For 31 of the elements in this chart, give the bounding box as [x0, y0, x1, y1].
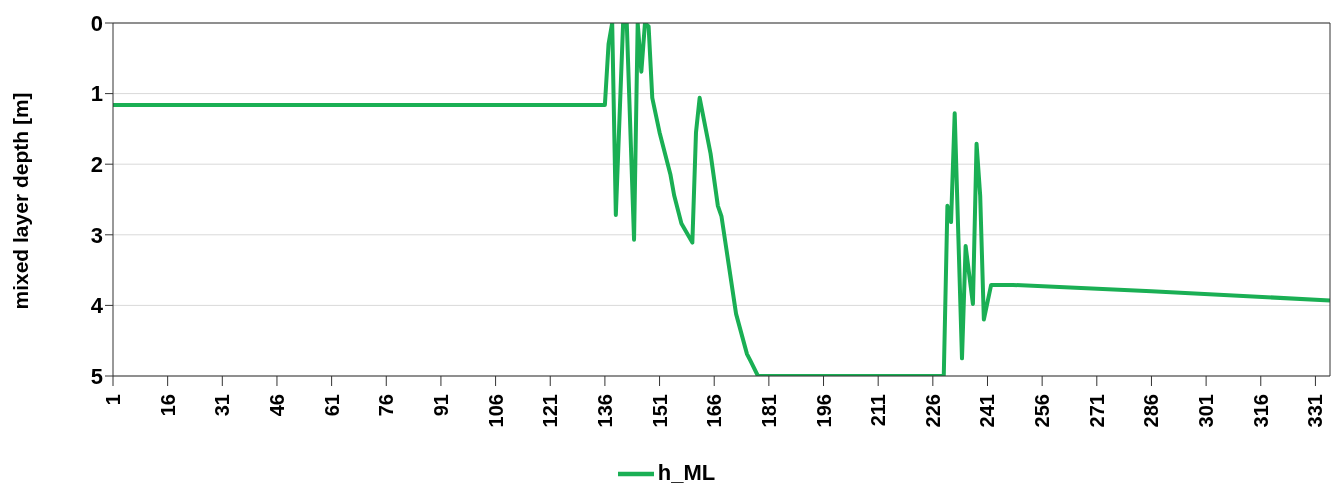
- legend-label: h_ML: [657, 459, 716, 485]
- x-tick-label: 316: [1249, 394, 1272, 428]
- x-tick-label: 331: [1304, 394, 1327, 428]
- x-tick-label: 196: [812, 394, 835, 428]
- y-tick-label: 1: [90, 81, 103, 107]
- x-tick-label: 46: [265, 394, 288, 417]
- x-tick-label: 181: [757, 394, 780, 428]
- x-tick-label: 61: [320, 394, 343, 417]
- x-tick-label: 31: [211, 394, 234, 417]
- x-tick-label: 286: [1140, 394, 1163, 428]
- x-tick-label: 301: [1195, 394, 1218, 428]
- x-tick-label: 211: [867, 394, 890, 427]
- x-tick-label: 241: [976, 394, 999, 428]
- x-tick-label: 166: [703, 394, 726, 428]
- x-tick-label: 76: [375, 394, 398, 417]
- x-tick-label: 151: [648, 394, 671, 428]
- x-tick-label: 226: [921, 394, 944, 428]
- x-tick-label: 121: [539, 394, 562, 428]
- y-tick-label: 4: [90, 293, 104, 319]
- x-tick-label: 106: [484, 394, 507, 428]
- y-tick-label: 5: [90, 363, 103, 389]
- x-tick-label: 256: [1031, 394, 1054, 428]
- y-axis-title: mixed layer depth [m]: [9, 92, 33, 310]
- y-tick-label: 3: [90, 222, 103, 248]
- x-tick-label: 1: [102, 394, 124, 406]
- y-tick-label: 2: [90, 152, 103, 178]
- x-tick-label: 16: [156, 394, 179, 417]
- x-tick-label: 271: [1085, 394, 1108, 428]
- y-tick-label: 0: [90, 10, 103, 36]
- x-tick-label: 91: [429, 394, 452, 417]
- x-tick-label: 136: [593, 394, 616, 428]
